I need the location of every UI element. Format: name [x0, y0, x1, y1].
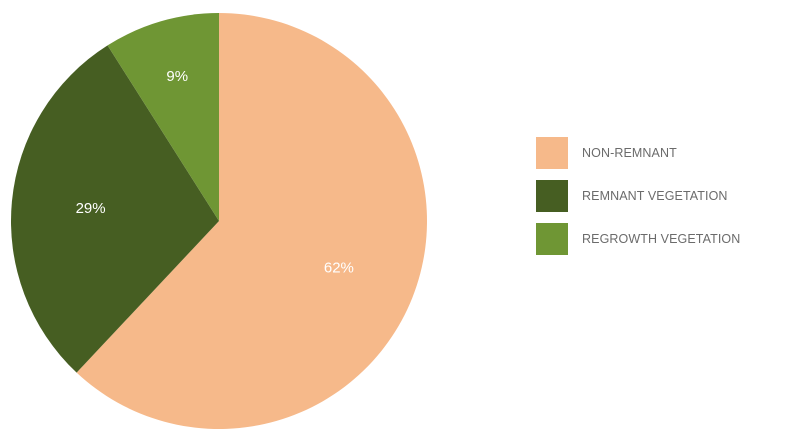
legend-swatch-non-remnant — [536, 136, 568, 169]
legend-label-regrowth-vegetation: REGROWTH VEGETATION — [582, 231, 741, 246]
pie-slice-regrowth-vegetation — [107, 13, 219, 221]
pie-label-regrowth-vegetation: 9% — [166, 68, 188, 85]
legend-item-remnant-vegetation: REMNANT VEGETATION — [536, 179, 740, 212]
pie-label-remnant-vegetation: 29% — [76, 200, 106, 217]
pie-label-non-remnant: 62% — [324, 259, 354, 276]
legend: NON-REMNANT REMNANT VEGETATION REGROWTH … — [536, 136, 740, 265]
pie-slice-remnant-vegetation — [10, 45, 219, 373]
pie-slice-non-remnant — [76, 13, 427, 429]
legend-swatch-remnant-vegetation — [536, 179, 568, 212]
pie-slice-labels: 62% 29% 9% — [76, 68, 354, 276]
pie-slices — [10, 13, 427, 429]
legend-item-non-remnant: NON-REMNANT — [536, 136, 740, 169]
legend-label-remnant-vegetation: REMNANT VEGETATION — [582, 188, 728, 203]
legend-label-non-remnant: NON-REMNANT — [582, 145, 677, 160]
legend-swatch-regrowth-vegetation — [536, 222, 568, 255]
legend-item-regrowth-vegetation: REGROWTH VEGETATION — [536, 222, 740, 255]
